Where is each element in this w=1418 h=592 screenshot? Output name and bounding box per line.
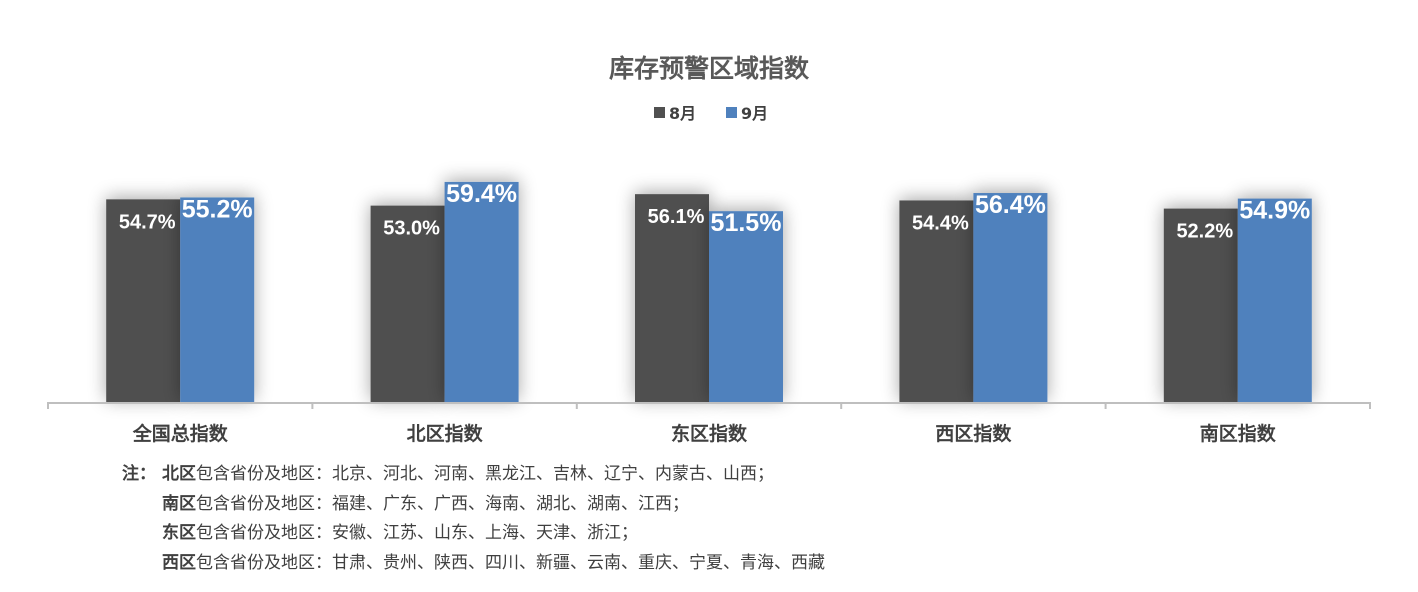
- note-region-east: 东区: [162, 523, 196, 543]
- notes: 注： 北区包含省份及地区：北京、河北、河南、黑龙江、吉林、辽宁、内蒙古、山西； 南…: [122, 460, 825, 578]
- legend-label-8月: 8月: [669, 104, 696, 123]
- legend: 8月 9月: [654, 104, 768, 123]
- note-region-west: 西区: [162, 552, 196, 573]
- note-row-west: 西区包含省份及地区：甘肃、贵州、陕西、四川、新疆、云南、重庆、宁夏、青海、西藏: [122, 549, 825, 579]
- note-text-west: 包含省份及地区：甘肃、贵州、陕西、四川、新疆、云南、重庆、宁夏、青海、西藏: [196, 552, 825, 573]
- value-label-9月-北区指数: 59.4%: [446, 180, 517, 208]
- category-label: 西区指数: [935, 422, 1012, 445]
- category-label: 南区指数: [1200, 422, 1277, 445]
- category-label: 全国总指数: [132, 422, 229, 445]
- value-label-9月-南区指数: 54.9%: [1239, 197, 1310, 225]
- bar-8月-北区指数: [370, 205, 445, 402]
- value-label-8月-北区指数: 53.0%: [383, 218, 440, 240]
- bar-9月-西区指数: [973, 193, 1048, 402]
- value-label-8月-西区指数: 54.4%: [912, 212, 969, 234]
- category-label: 北区指数: [407, 422, 484, 445]
- value-labels: 54.7% 55.2% 53.0% 59.4% 56.1% 51.5% 54.4% 56.4%…: [119, 180, 1310, 243]
- value-label-9月-全国总指数: 55.2%: [182, 195, 253, 223]
- legend-label-9月: 9月: [741, 104, 768, 123]
- legend-swatch-8月: [654, 107, 665, 118]
- bar-8月-全国总指数: [106, 199, 181, 402]
- note-row-north: 注： 北区包含省份及地区：北京、河北、河南、黑龙江、吉林、辽宁、内蒙古、山西；: [122, 460, 825, 490]
- value-label-8月-东区指数: 56.1%: [648, 206, 705, 228]
- value-label-8月-南区指数: 52.2%: [1176, 221, 1233, 243]
- bar-9月-北区指数: [444, 181, 519, 402]
- bar-8月-西区指数: [899, 200, 974, 402]
- bar-9月-南区指数: [1237, 198, 1312, 402]
- note-region-north: 北区: [162, 464, 196, 484]
- category-label: 东区指数: [671, 422, 748, 445]
- bar-8月-南区指数: [1163, 208, 1238, 402]
- bar-chart: 库存预警区域指数 8月 9月 54.7% 55.2% 53.0% 59.4% 56.1%…: [47, 54, 1371, 445]
- bar-8月-东区指数: [635, 194, 709, 402]
- bar-9月-全国总指数: [180, 197, 255, 402]
- note-text-south: 包含省份及地区：福建、广东、广西、海南、湖北、湖南、江西；: [196, 493, 689, 514]
- value-label-9月-东区指数: 51.5%: [711, 209, 782, 237]
- x-axis-ticks: [47, 402, 1371, 409]
- note-region-south: 南区: [162, 493, 196, 514]
- legend-swatch-9月: [726, 107, 737, 118]
- value-label-8月-全国总指数: 54.7%: [119, 211, 176, 233]
- note-row-east: 东区包含省份及地区：安徽、江苏、山东、上海、天津、浙江；: [122, 519, 825, 549]
- note-row-south: 南区包含省份及地区：福建、广东、广西、海南、湖北、湖南、江西；: [122, 490, 825, 520]
- bars-layer: [106, 181, 1312, 402]
- bar-9月-东区指数: [709, 211, 783, 402]
- chart-title: 库存预警区域指数: [609, 54, 810, 83]
- note-text-north: 包含省份及地区：北京、河北、河南、黑龙江、吉林、辽宁、内蒙古、山西；: [196, 464, 774, 484]
- note-text-east: 包含省份及地区：安徽、江苏、山东、上海、天津、浙江；: [196, 523, 638, 543]
- note-prefix: 注：: [122, 464, 156, 484]
- value-label-9月-西区指数: 56.4%: [975, 191, 1046, 219]
- x-axis-categories: 全国总指数 北区指数 东区指数 西区指数 南区指数: [132, 422, 1277, 445]
